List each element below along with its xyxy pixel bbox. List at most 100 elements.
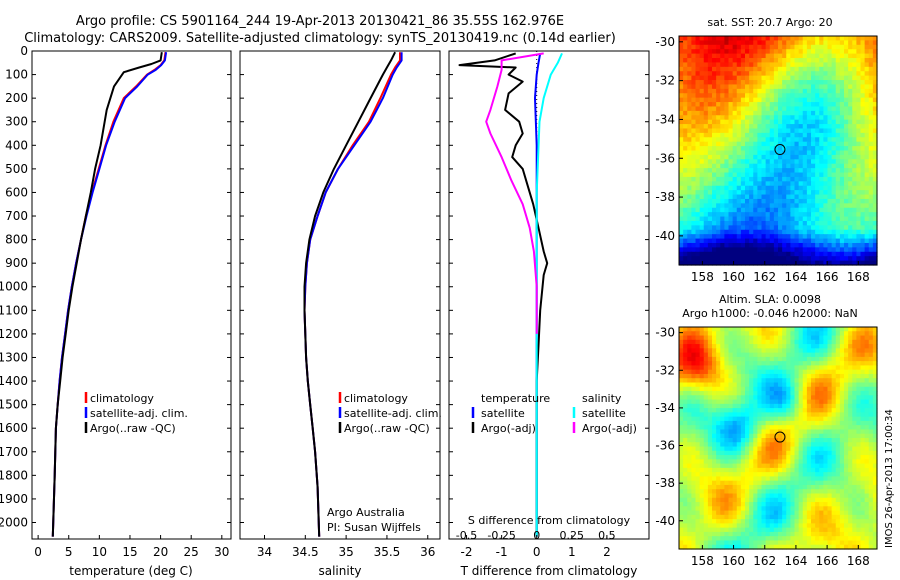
map-cell <box>765 369 771 375</box>
map-cell <box>872 97 878 103</box>
map-cell <box>831 203 837 209</box>
map-cell <box>856 124 862 130</box>
map-cell <box>765 168 771 174</box>
map-cell <box>811 234 816 240</box>
map-cell <box>811 150 816 156</box>
map-cell <box>860 207 866 213</box>
map-cell <box>695 335 701 341</box>
map-cell <box>773 369 779 375</box>
map-cell <box>802 386 808 392</box>
map-cell <box>806 386 812 392</box>
map-cell <box>811 399 816 405</box>
map-cell <box>790 378 796 384</box>
map-cell <box>687 510 692 516</box>
map-cell <box>732 119 738 125</box>
map-cell <box>852 391 857 396</box>
map-cell <box>695 44 701 50</box>
map-cell <box>823 88 829 94</box>
map-cell <box>703 44 709 50</box>
map-cell <box>691 242 697 248</box>
map-cell <box>757 203 763 209</box>
map-cell <box>699 395 705 401</box>
map-cell <box>724 510 730 516</box>
map-cell <box>831 44 837 50</box>
map-cell <box>695 352 701 358</box>
map-cell <box>778 335 783 341</box>
map-cell <box>868 425 874 431</box>
y-tick-label: 400 <box>5 138 28 152</box>
map-cell <box>745 93 750 99</box>
map-cell <box>868 71 874 77</box>
map-cell <box>695 506 701 512</box>
map-cell <box>761 256 767 262</box>
map-cell <box>707 476 713 482</box>
map-cell <box>819 176 824 182</box>
map-cell <box>835 93 841 99</box>
map-cell <box>844 412 849 418</box>
map-cell <box>802 97 808 103</box>
map-cell <box>728 198 734 204</box>
map-cell <box>831 391 837 396</box>
map-cell <box>868 433 874 439</box>
map-cell <box>745 225 750 231</box>
map-cell <box>769 172 775 178</box>
map-cell <box>761 53 767 59</box>
map-cell <box>740 408 746 413</box>
map-cell <box>831 382 837 388</box>
map-cell <box>872 395 878 401</box>
map-cell <box>852 238 857 244</box>
map-cell <box>782 378 787 384</box>
map-cell <box>848 373 853 379</box>
map-cell <box>806 128 812 134</box>
map-cell <box>856 110 862 116</box>
map-cell <box>757 141 763 147</box>
map-cell <box>679 128 684 134</box>
map-cell <box>786 378 791 384</box>
map-cell <box>712 369 717 375</box>
map-cell <box>786 476 791 482</box>
map-cell <box>819 260 824 266</box>
map-cell <box>790 229 796 235</box>
map-cell <box>786 408 791 413</box>
map-cell <box>798 429 804 435</box>
map-cell <box>848 106 853 112</box>
map-cell <box>844 146 849 152</box>
map-cell <box>703 365 709 371</box>
map-cell <box>819 484 824 490</box>
map-cell <box>773 53 779 59</box>
map-cell <box>844 361 849 367</box>
map-cell <box>802 212 808 218</box>
map-cell <box>749 373 754 379</box>
map-y-tick-label: -40 <box>655 229 675 243</box>
map-cell <box>691 463 697 469</box>
map-cell <box>811 97 816 103</box>
map-cell <box>707 472 713 478</box>
map-cell <box>691 506 697 512</box>
map-cell <box>753 88 758 94</box>
map-cell <box>761 234 767 240</box>
map-cell <box>740 489 746 495</box>
map-cell <box>761 361 767 367</box>
map-cell <box>687 71 692 77</box>
map-cell <box>802 58 808 64</box>
map-cell <box>695 220 701 226</box>
map-cell <box>732 327 738 332</box>
map-cell <box>827 216 833 222</box>
map-cell <box>778 168 783 174</box>
map-cell <box>798 110 804 116</box>
map-cell <box>794 80 800 86</box>
map-cell <box>720 523 725 529</box>
map-cell <box>757 251 763 257</box>
map-cell <box>683 446 688 452</box>
map-cell <box>782 467 787 473</box>
map-cell <box>798 365 804 371</box>
map-cell <box>683 455 688 460</box>
map-cell <box>868 399 874 405</box>
map-cell <box>749 425 754 431</box>
map-cell <box>802 247 808 253</box>
map-cell <box>868 146 874 152</box>
map-cell <box>732 172 738 178</box>
map-cell <box>732 403 738 409</box>
map-cell <box>786 137 791 143</box>
map-cell <box>802 514 808 520</box>
